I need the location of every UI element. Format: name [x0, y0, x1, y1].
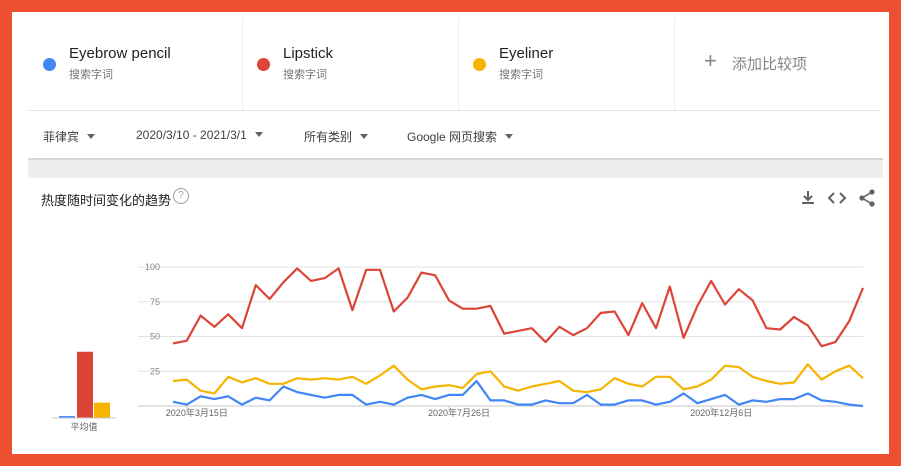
y-tick-label: 25	[150, 366, 160, 376]
average-bar	[77, 351, 93, 418]
average-bar	[59, 416, 75, 418]
card-header: 热度随时间变化的趋势 ?	[28, 178, 883, 218]
x-tick-label: 2020年3月15日	[166, 407, 228, 418]
term-type: 搜索字词	[283, 69, 327, 81]
search-type-dropdown[interactable]: Google 网页搜索	[407, 128, 514, 145]
add-comparison-label: 添加比较项	[732, 56, 808, 73]
x-tick-label: 2020年12月6日	[690, 407, 752, 418]
series-line-lipstick	[172, 267, 865, 348]
plus-icon: +	[704, 48, 717, 73]
term-eyebrow-pencil[interactable]: Eyebrow pencil 搜索字词	[28, 18, 243, 110]
term-lipstick[interactable]: Lipstick 搜索字词	[242, 18, 459, 110]
term-name: Eyeliner	[499, 45, 554, 62]
help-icon[interactable]: ?	[173, 188, 189, 204]
term-eyeliner[interactable]: Eyeliner 搜索字词	[458, 18, 675, 110]
chevron-down-icon	[505, 134, 514, 140]
y-tick-label: 100	[145, 262, 160, 272]
date-range-value: 2020/3/10 - 2021/3/1	[136, 128, 247, 142]
trends-panel: Eyebrow pencil 搜索字词 Lipstick 搜索字词 Eyelin…	[12, 12, 889, 454]
region-dropdown[interactable]: 菲律宾	[43, 128, 96, 145]
chevron-down-icon	[87, 134, 96, 140]
share-icon[interactable]	[857, 188, 877, 208]
trend-chart: 25 50 75 100 2020年3月15日 2020年7月26日 2020年12月6日平…	[52, 262, 865, 432]
y-tick-label: 50	[150, 332, 160, 342]
series-color-dot	[473, 58, 486, 71]
term-name: Lipstick	[283, 45, 334, 62]
series-line-eyebrow-pencil	[172, 379, 864, 408]
term-type: 搜索字词	[69, 69, 113, 81]
compare-terms: Eyebrow pencil 搜索字词 Lipstick 搜索字词 Eyelin…	[28, 18, 880, 111]
search-type-value: Google 网页搜索	[407, 130, 498, 144]
card-title: 热度随时间变化的趋势	[41, 193, 172, 208]
y-tick-label: 75	[150, 297, 160, 307]
average-bar	[94, 402, 110, 418]
filter-bar: 菲律宾 2020/3/10 - 2021/3/1 所有类别 Google 网页搜…	[28, 112, 883, 156]
category-value: 所有类别	[304, 130, 353, 144]
term-type: 搜索字词	[499, 69, 543, 81]
section-divider	[28, 158, 883, 178]
chevron-down-icon	[360, 134, 369, 140]
category-dropdown[interactable]: 所有类别	[304, 128, 369, 145]
chevron-down-icon	[254, 132, 263, 138]
series-color-dot	[257, 58, 270, 71]
series-color-dot	[43, 58, 56, 71]
date-range-dropdown[interactable]: 2020/3/10 - 2021/3/1	[136, 128, 263, 142]
average-label: 平均值	[70, 421, 97, 432]
x-tick-label: 2020年7月26日	[428, 407, 490, 418]
divider-line	[28, 158, 883, 160]
term-name: Eyebrow pencil	[69, 45, 171, 62]
embed-icon[interactable]	[827, 188, 847, 208]
region-value: 菲律宾	[43, 130, 80, 144]
series-line-eyeliner	[172, 363, 864, 395]
add-comparison-button[interactable]: + 添加比较项	[694, 18, 880, 110]
download-icon[interactable]	[798, 188, 818, 208]
